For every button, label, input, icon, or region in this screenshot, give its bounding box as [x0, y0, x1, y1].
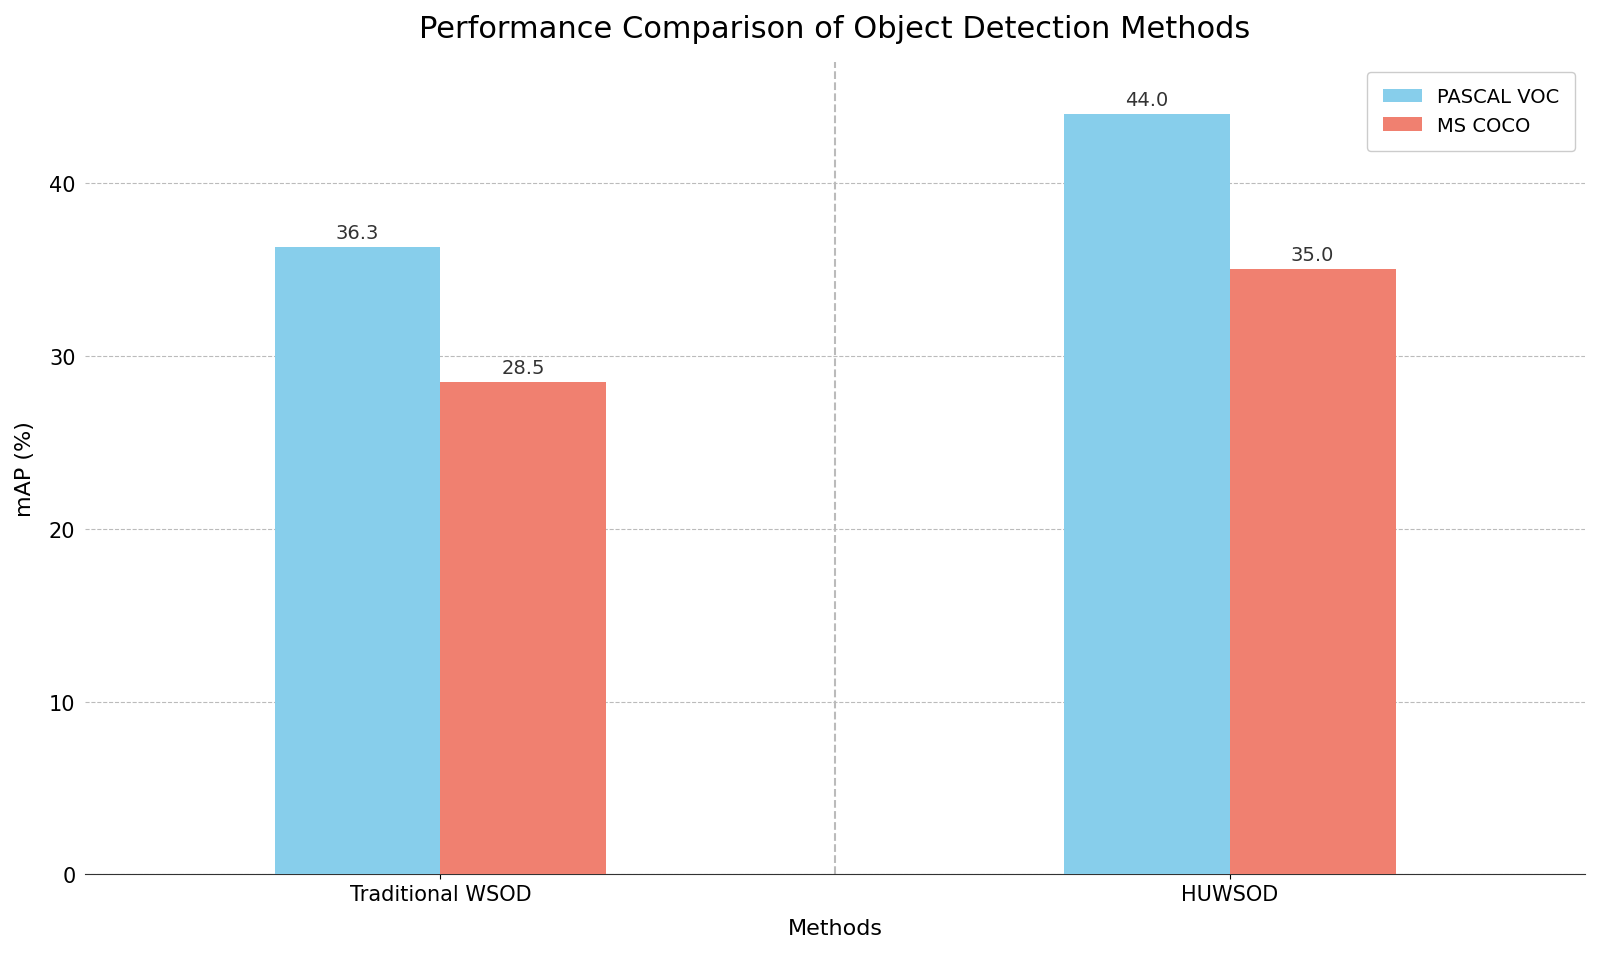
Legend: PASCAL VOC, MS COCO: PASCAL VOC, MS COCO [1368, 72, 1576, 152]
Text: 36.3: 36.3 [336, 224, 379, 242]
Bar [275, 248, 440, 875]
Text: 35.0: 35.0 [1291, 246, 1334, 265]
Text: 44.0: 44.0 [1125, 91, 1168, 110]
Bar [440, 382, 606, 875]
Text: 28.5: 28.5 [501, 358, 546, 377]
Bar [1230, 270, 1395, 875]
Y-axis label: mAP (%): mAP (%) [14, 421, 35, 517]
Title: Performance Comparison of Object Detection Methods: Performance Comparison of Object Detecti… [419, 15, 1251, 44]
X-axis label: Methods: Methods [787, 918, 883, 938]
Bar [1064, 114, 1230, 875]
